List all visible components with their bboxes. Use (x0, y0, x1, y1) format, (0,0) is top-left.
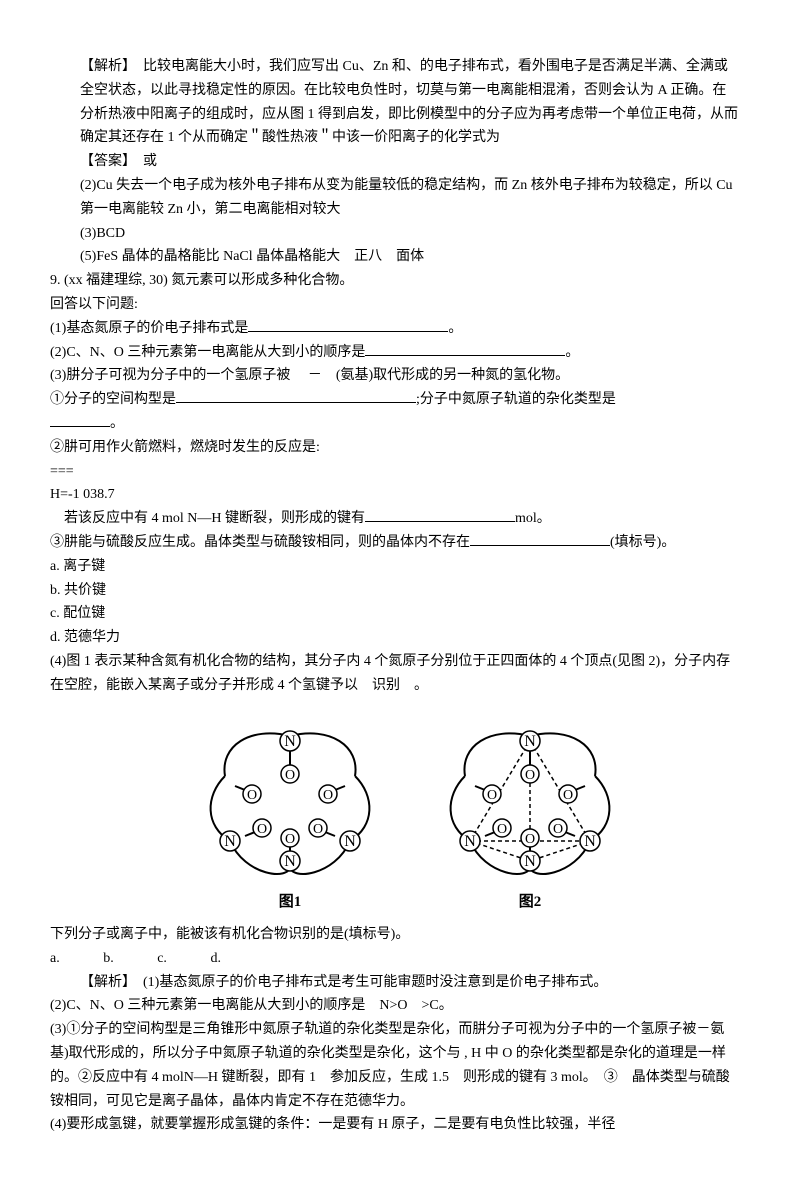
q9-p3c-1: ③肼能与硫酸反应生成。晶体类型与硫酸铵相同，则的晶体内不存在 (50, 535, 470, 550)
figure-1: N N N N O O O O O O 图1 (190, 716, 390, 916)
blank (50, 412, 110, 427)
q9-head: 9. (xx 福建理综, 30) 氮元素可以形成多种化合物。 (50, 269, 740, 293)
svg-text:N: N (224, 833, 236, 850)
choice-d: d. (210, 951, 221, 966)
q9-intro: 回答以下问题: (50, 293, 740, 317)
choice-a: a. (50, 951, 60, 966)
svg-text:O: O (525, 832, 535, 847)
q9-p3c-2: (填标号)。 (610, 535, 675, 550)
svg-text:O: O (257, 822, 267, 837)
after-line1: 下列分子或离子中，能被该有机化合物识别的是(填标号)。 (50, 923, 740, 947)
svg-text:N: N (284, 733, 296, 750)
answer-2: (2)Cu 失去一个电子成为核外电子排布从变为能量较低的稳定结构，而 Zn 核外… (80, 174, 740, 222)
q9-p3a-text: ①分子的空间构型是 (50, 392, 176, 407)
q9-p2-text: (2)C、N、O 三种元素第一电离能从大到小的顺序是 (50, 345, 365, 360)
svg-text:N: N (524, 733, 536, 750)
q9-p3c: ③肼能与硫酸反应生成。晶体类型与硫酸铵相同，则的晶体内不存在 (填标号)。 (50, 531, 740, 555)
explain2-label: 【解析】 (1)基态氮原子的价电子排布式是考生可能审题时没注意到是价电子排布式。 (80, 971, 740, 995)
answer-5: (5)FeS 晶体的晶格能比 NaCl 晶体晶格能大 正八 面体 (80, 245, 740, 269)
svg-text:O: O (487, 788, 497, 803)
svg-text:O: O (563, 788, 573, 803)
svg-text:O: O (323, 788, 333, 803)
q9-p3a: ①分子的空间构型是 ;分子中氮原子轨道的杂化类型是 (50, 388, 740, 412)
svg-text:O: O (285, 832, 295, 847)
q9-p3: (3)肼分子可视为分子中的一个氢原子被 － (氨基)取代形成的另一种氮的氢化物。 (50, 364, 740, 388)
svg-text:O: O (247, 788, 257, 803)
choice-c: c. (157, 951, 167, 966)
opt-a: a. 离子键 (50, 555, 740, 579)
blank (248, 317, 448, 332)
svg-text:N: N (344, 833, 356, 850)
figures: N N N N O O O O O O 图1 (80, 716, 740, 916)
q9-p3b-2: 若该反应中有 4 mol N—H 键断裂，则形成的键有 mol。 (50, 507, 740, 531)
blank (176, 388, 416, 403)
q9-p1: (1)基态氮原子的价电子排布式是。 (50, 317, 740, 341)
svg-text:N: N (524, 853, 536, 870)
opt-c: c. 配位键 (50, 602, 740, 626)
answer-3: (3)BCD (80, 222, 740, 246)
q9-p2: (2)C、N、O 三种元素第一电离能从大到小的顺序是。 (50, 341, 740, 365)
explain2-p2: (2)C、N、O 三种元素第一电离能从大到小的顺序是 N>O >C。 (50, 994, 740, 1018)
figure-2: N N N N O O O O O O 图2 (430, 716, 630, 916)
q9-p3b-eq: === (50, 460, 740, 484)
blank (365, 341, 565, 356)
after-choices: a. b. c. d. (50, 947, 740, 971)
explain-1: 【解析】 比较电离能大小时，我们应写出 Cu、Zn 和、的电子排布式，看外围电子… (80, 55, 740, 150)
figure-2-caption: 图2 (519, 890, 542, 916)
q9-p1-text: (1)基态氮原子的价电子排布式是 (50, 321, 248, 336)
blank (470, 531, 610, 546)
svg-text:N: N (284, 853, 296, 870)
answer-label: 【答案】 或 (80, 150, 740, 174)
choice-b: b. (103, 951, 114, 966)
svg-text:O: O (313, 822, 323, 837)
figure-1-caption: 图1 (279, 890, 302, 916)
q9-p4: (4)图 1 表示某种含氮有机化合物的结构，其分子内 4 个氮原子分别位于正四面… (50, 650, 740, 698)
svg-text:N: N (464, 833, 476, 850)
q9-blankline: 。 (50, 412, 740, 436)
explain2-p3: (3)①分子的空间构型是三角锥形中氮原子轨道的杂化类型是杂化，而肼分子可视为分子… (50, 1018, 740, 1113)
q9-p3b-2b: mol。 (515, 511, 551, 526)
blank (365, 507, 515, 522)
opt-b: b. 共价键 (50, 579, 740, 603)
svg-text:N: N (584, 833, 596, 850)
svg-text:O: O (285, 768, 295, 783)
svg-text:O: O (553, 822, 563, 837)
q9-p3a-tail: ;分子中氮原子轨道的杂化类型是 (416, 392, 616, 407)
q9-p3b-H: H=-1 038.7 (50, 483, 740, 507)
svg-text:O: O (497, 822, 507, 837)
q9-p3b-1: ②肼可用作火箭燃料，燃烧时发生的反应是: (50, 436, 740, 460)
opt-d: d. 范德华力 (50, 626, 740, 650)
q9-p3b-2a: 若该反应中有 4 mol N—H 键断裂，则形成的键有 (50, 511, 365, 526)
explain2-p4: (4)要形成氢键，就要掌握形成氢键的条件：一是要有 H 原子，二是要有电负性比较… (50, 1113, 740, 1137)
svg-text:O: O (525, 768, 535, 783)
